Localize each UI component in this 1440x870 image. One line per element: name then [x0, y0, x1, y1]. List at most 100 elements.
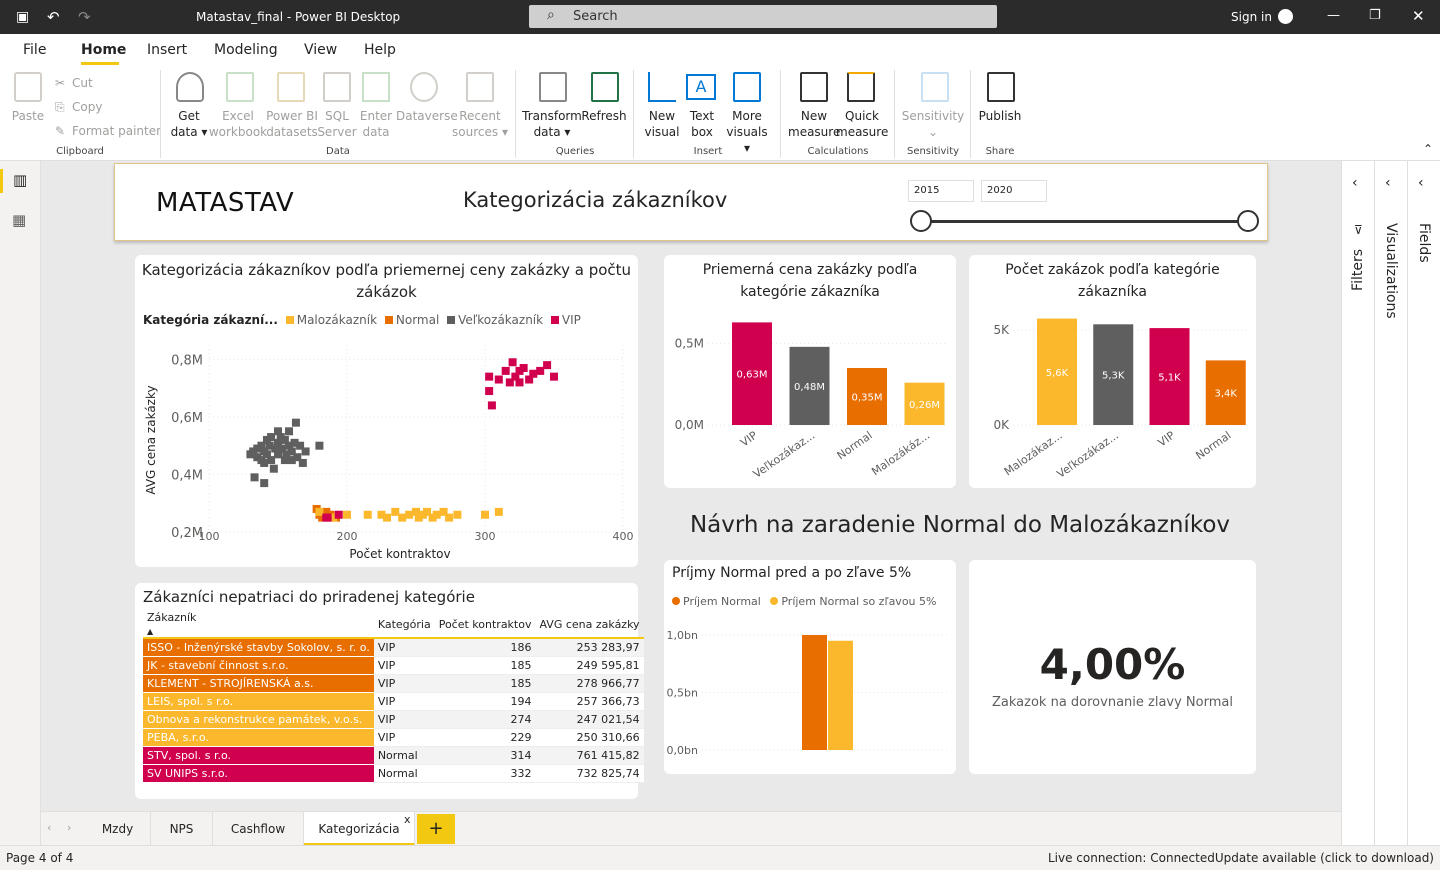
legend-item-velko[interactable]: Veľkozákazník	[458, 313, 544, 327]
refresh-button[interactable]: Refresh	[581, 109, 627, 123]
year-to-input[interactable]: 2020	[981, 180, 1047, 202]
legend-item-normal[interactable]: Normal	[395, 313, 440, 327]
restore-icon[interactable]: ❐	[1369, 8, 1381, 23]
text-box-button[interactable]: Text box	[682, 108, 722, 140]
revenue-bar-chart[interactable]: 1,0bn 0,5bn 0,0bn	[664, 630, 956, 770]
scatter-point	[494, 375, 503, 384]
table-row[interactable]: SV UNIPS s.r.o. Normal 332 732 825,74	[143, 764, 644, 783]
chevron-left-icon[interactable]: ‹	[1418, 175, 1424, 191]
y-tick-label: 0K	[993, 418, 1010, 432]
paste-button[interactable]: Paste	[11, 109, 45, 123]
filters-pane-label[interactable]: Filters	[1350, 249, 1366, 291]
sign-in-link[interactable]: Sign in	[1231, 10, 1272, 24]
report-view-icon[interactable]: ▥	[13, 171, 28, 189]
prev-page-icon[interactable]: ‹	[47, 821, 52, 834]
save-icon[interactable]: ▣	[16, 9, 30, 25]
avg-price-bar-chart[interactable]: 0,5M 0,0M 0,63M VIP 0,48M Veľkozákaz... 0,35M N…	[664, 305, 956, 485]
avg-price-bar-card[interactable]: Priemerná cena zakázky podľa kategórie z…	[664, 255, 956, 488]
table-row[interactable]: ISSO - Inženýrské stavby Sokolov, s. r. …	[143, 638, 644, 657]
scatter-card[interactable]: Kategorizácia zákazníkov podľa priemerne…	[135, 255, 638, 567]
data-label: 5,3K	[1102, 371, 1125, 382]
x-tick-label: 200	[337, 530, 358, 543]
menu-modeling[interactable]: Modeling	[214, 42, 278, 58]
sensitivity-dropdown-icon[interactable]: ⌄	[927, 125, 939, 139]
add-page-icon[interactable]: +	[417, 814, 455, 844]
enter-data-button[interactable]: Enter data	[356, 108, 396, 140]
recent-sources-button[interactable]: Recent sources ▾	[452, 109, 508, 139]
col-header-kategoria[interactable]: Kategória	[377, 617, 431, 631]
new-measure-button[interactable]: New measure	[788, 108, 840, 140]
table-row[interactable]: JK - stavební činnost s.r.o. VIP 185 249 59…	[143, 656, 644, 675]
collapse-ribbon-icon[interactable]: ⌃	[1423, 142, 1434, 156]
table-row[interactable]: Obnova a rekonstrukce památek, v.o.s. VIP…	[143, 710, 644, 729]
search-box[interactable]: ⌕ Search	[529, 5, 997, 28]
revenue-bar-card[interactable]: Príjmy Normal pred a po zľave 5% Príjem …	[664, 560, 956, 774]
col-header-pocet[interactable]: Počet kontraktov	[438, 617, 532, 631]
legend-item-vip[interactable]: VIP	[561, 313, 581, 327]
table-row[interactable]: PEBA, s.r.o. VIP 229 250 310,66	[143, 728, 644, 747]
col-header-avg[interactable]: AVG cena zakázky	[539, 617, 640, 631]
sensitivity-button[interactable]: Sensitivity	[901, 109, 965, 123]
legend-item-malo[interactable]: Malozákazník	[296, 313, 378, 327]
menu-file[interactable]: File	[23, 42, 47, 58]
data-view-icon[interactable]: ▦	[12, 211, 27, 229]
more-visuals-button[interactable]: More visuals ▾	[726, 109, 768, 155]
col-header-zakaznik[interactable]: Zákazník ▲	[143, 611, 374, 638]
scatter-point	[322, 513, 331, 522]
legend-item-prijem-zlava[interactable]: Príjem Normal so zľavou 5%	[781, 595, 937, 608]
new-visual-label-1: New	[648, 109, 676, 123]
filters-pane[interactable]: ‹ ⊽ Filters	[1341, 161, 1374, 845]
page-tab-mzdy[interactable]: Mzdy	[85, 812, 151, 846]
format-painter-button[interactable]: Format painter	[72, 124, 162, 138]
table-card[interactable]: Zákazníci nepatriaci do priradenej kateg…	[135, 583, 644, 799]
publish-button[interactable]: Publish	[978, 109, 1022, 123]
scatter-point	[285, 441, 294, 450]
table-row[interactable]: STV, spol. s r.o. Normal 314 761 415,82	[143, 746, 644, 765]
menu-view[interactable]: View	[304, 42, 338, 58]
visualizations-pane-label[interactable]: Visualizations	[1383, 223, 1399, 319]
pbi-datasets-button[interactable]: Power BI datasets	[264, 108, 320, 140]
excel-button[interactable]: Excel workbook	[208, 108, 268, 140]
sort-asc-icon[interactable]: ▲	[147, 627, 154, 636]
fields-pane[interactable]: ‹ Fields	[1407, 161, 1440, 845]
get-data-button[interactable]: Get data ▾	[170, 109, 208, 139]
year-slider-end-handle[interactable]	[1237, 210, 1259, 232]
quick-measure-button[interactable]: Quick measure	[836, 108, 888, 140]
page-tab-cashflow[interactable]: Cashflow	[213, 812, 304, 846]
dataverse-button[interactable]: Dataverse	[396, 109, 458, 123]
order-count-bar-chart[interactable]: 5K0K5,6KMalozákaz...5,3KVeľkozákaz...5,1…	[969, 305, 1256, 485]
chevron-left-icon[interactable]: ‹	[1352, 175, 1358, 191]
next-page-icon[interactable]: ›	[67, 821, 72, 834]
mismatch-table[interactable]: Zákazník ▲ Kategória Počet kontraktov AVG…	[143, 611, 644, 783]
order-count-bar-card[interactable]: Počet zakázok podľa kategórie zákazníka …	[969, 255, 1256, 488]
chevron-left-icon[interactable]: ‹	[1385, 175, 1391, 191]
new-visual-button[interactable]: New visual	[642, 108, 682, 140]
minimize-icon[interactable]: —	[1327, 8, 1340, 23]
fields-pane-label[interactable]: Fields	[1416, 223, 1432, 263]
visualizations-pane[interactable]: ‹ Visualizations	[1374, 161, 1407, 845]
year-slider-start-handle[interactable]	[910, 210, 932, 232]
kpi-card[interactable]: 4,00% Zakazok na dorovnanie zlavy Normal	[969, 560, 1256, 774]
table-row[interactable]: KLEMENT - STROJÍRENSKÁ a.s. VIP 185 278 966…	[143, 674, 644, 693]
menu-help[interactable]: Help	[364, 42, 396, 58]
table-row[interactable]: LEIS, spol. s r.o. VIP 194 257 366,73	[143, 692, 644, 711]
undo-icon[interactable]: ↶	[47, 8, 60, 26]
year-slider-track[interactable]	[921, 220, 1249, 223]
legend-item-prijem[interactable]: Príjem Normal	[683, 595, 761, 608]
page-tab-nps[interactable]: NPS	[151, 812, 213, 846]
sql-button[interactable]: SQL Server	[317, 108, 357, 140]
transform-data-button[interactable]: Transform data ▾	[522, 109, 582, 139]
avatar-icon[interactable]	[1278, 9, 1293, 24]
copy-button[interactable]: Copy	[72, 100, 103, 114]
cut-button[interactable]: Cut	[72, 76, 93, 90]
close-icon[interactable]: ✕	[1412, 7, 1425, 25]
cell-category: VIP	[373, 728, 435, 746]
redo-icon[interactable]: ↷	[78, 8, 91, 26]
page-tab-kategorizacia[interactable]: Kategorizácia	[304, 812, 415, 846]
year-from-input[interactable]: 2015	[908, 180, 974, 202]
menu-insert[interactable]: Insert	[147, 42, 188, 58]
close-tab-icon[interactable]: x	[404, 813, 411, 826]
menu-home[interactable]: Home	[81, 42, 127, 58]
update-status-link[interactable]: Live connection: ConnectedUpdate availab…	[1047, 851, 1434, 865]
